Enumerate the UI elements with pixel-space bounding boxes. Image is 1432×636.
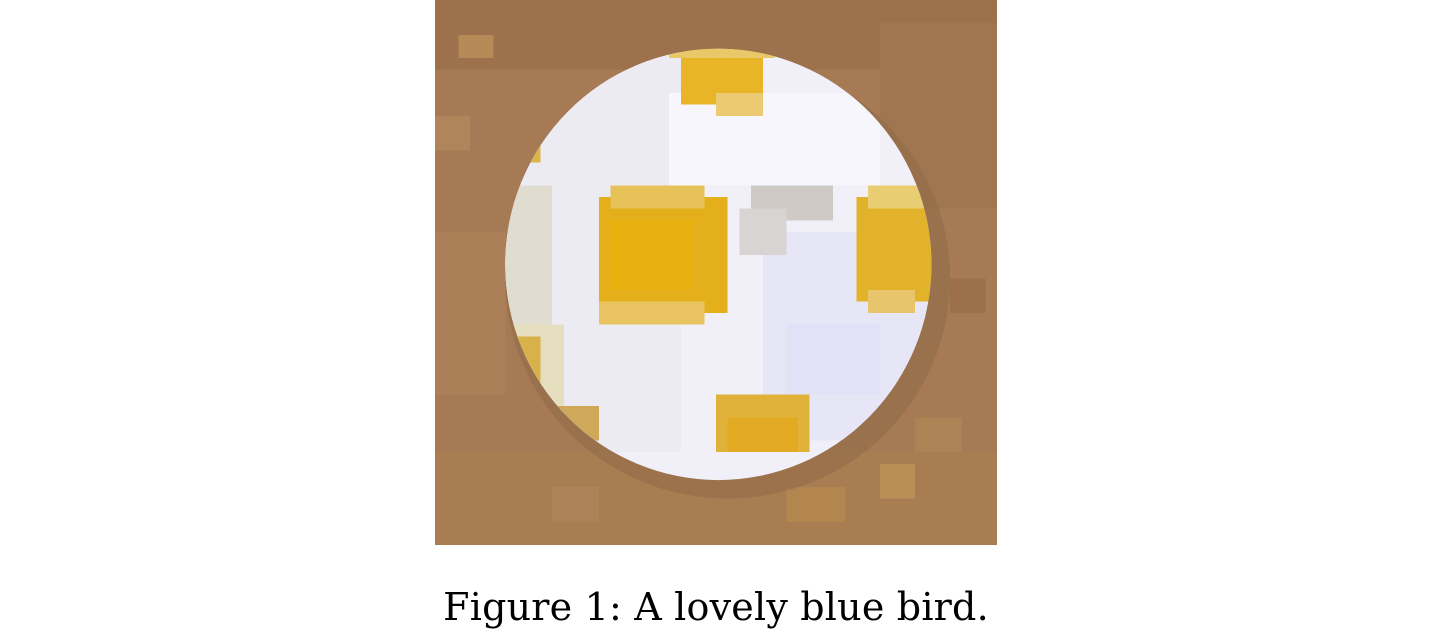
figure-caption: Figure 1: A lovely blue bird. xyxy=(443,585,989,629)
figure-photo xyxy=(435,0,997,545)
spot-right xyxy=(856,197,932,302)
